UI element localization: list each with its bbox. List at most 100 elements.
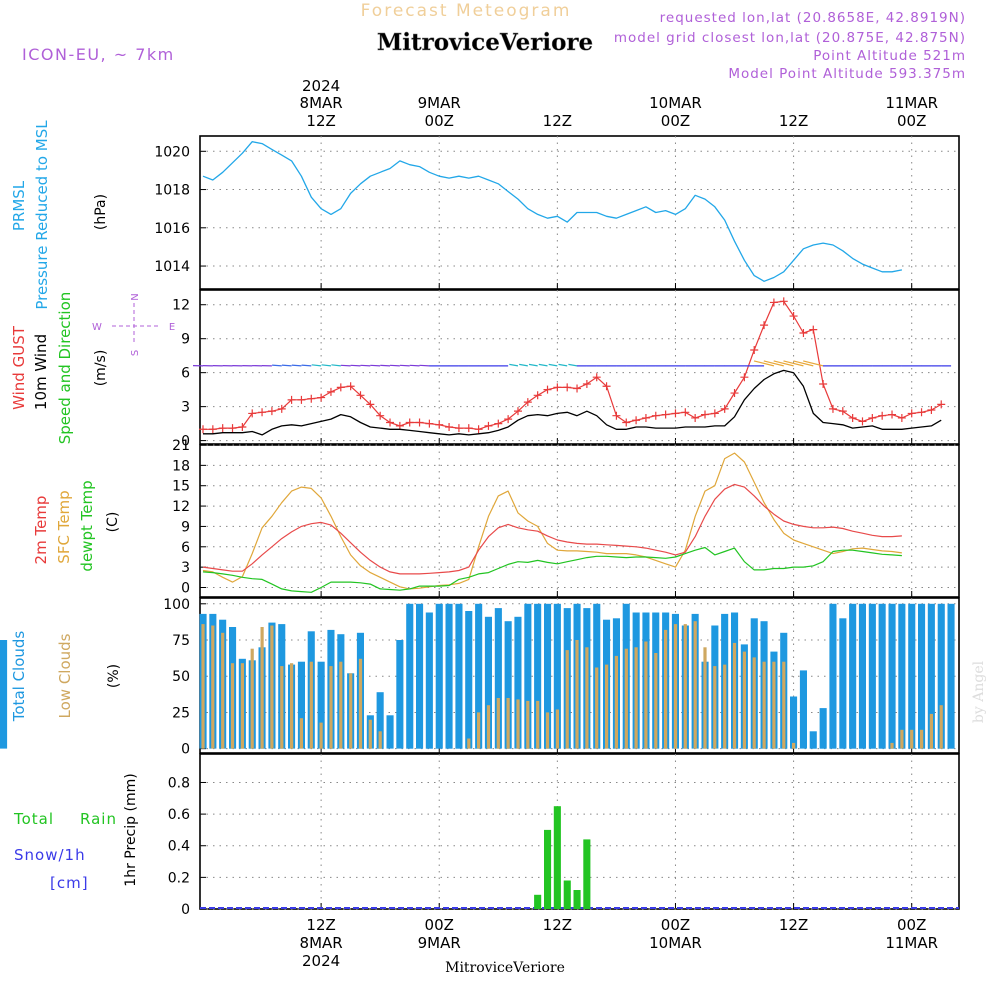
total-cloud-bar xyxy=(927,603,935,749)
precip-ytick-label: 0 xyxy=(181,902,190,918)
wind-label-gust: Wind GUST xyxy=(10,325,28,410)
gust-marker xyxy=(750,346,759,355)
wind-ytick-label: 9 xyxy=(181,332,190,348)
total-cloud-bar xyxy=(445,603,453,749)
wind-arrow xyxy=(783,360,804,367)
clouds-label-total: Total Clouds xyxy=(10,631,28,723)
wind-arrow xyxy=(509,363,519,367)
bottom-time-label: 2024 xyxy=(302,952,340,970)
low-cloud-bar xyxy=(929,713,933,749)
wind-arrow xyxy=(321,364,332,367)
gust-marker xyxy=(632,416,641,425)
gust-marker xyxy=(819,379,828,388)
gust-marker xyxy=(848,413,857,422)
temp-unit: (C) xyxy=(105,512,121,533)
wind-arrow xyxy=(803,360,824,367)
low-cloud-bar xyxy=(201,624,205,749)
low-cloud-bar xyxy=(349,673,353,749)
temp-label-dewpt: dewpt Temp xyxy=(78,480,96,571)
wind-arrow xyxy=(370,364,381,367)
total-cloud-bar xyxy=(425,612,433,749)
total-cloud-bar xyxy=(849,603,857,749)
gust-marker xyxy=(710,409,719,418)
low-cloud-bar xyxy=(664,629,668,749)
low-cloud-bar xyxy=(280,666,284,749)
gust-marker xyxy=(701,410,709,419)
wind-arrow xyxy=(301,364,312,367)
low-cloud-bar xyxy=(624,648,628,749)
compass-s: S xyxy=(130,350,141,356)
gust-marker xyxy=(277,404,286,413)
bottom-time-label: 12Z xyxy=(306,916,335,934)
pressure-label-prmsl: PRMSL xyxy=(10,180,28,231)
gust-marker xyxy=(445,423,454,432)
temp-ytick-label: 9 xyxy=(181,519,190,535)
total-cloud-bar xyxy=(809,731,817,749)
low-cloud-bar xyxy=(920,729,924,749)
gust-marker xyxy=(681,408,690,417)
low-cloud-bar xyxy=(221,632,225,749)
low-cloud-bar xyxy=(250,648,254,749)
low-cloud-bar xyxy=(477,712,481,749)
wind-arrow xyxy=(548,363,558,367)
wind-arrow xyxy=(350,364,361,367)
wind-arrow xyxy=(380,364,391,367)
precip-unit: 1hr Precip (mm) xyxy=(123,773,139,886)
gust-marker xyxy=(523,398,532,407)
temp-ytick-label: 3 xyxy=(181,560,190,576)
low-cloud-bar xyxy=(683,624,687,749)
low-cloud-bar xyxy=(585,647,589,749)
low-cloud-bar xyxy=(309,661,313,749)
pressure-ytick-label: 1016 xyxy=(154,221,190,237)
compass-rose: N S W E xyxy=(92,293,175,356)
gust-marker xyxy=(228,424,237,433)
low-cloud-bar xyxy=(792,742,796,749)
gust-marker xyxy=(779,297,788,306)
low-cloud-bar xyxy=(467,738,471,749)
wind-frame xyxy=(199,289,960,445)
low-cloud-bar xyxy=(270,625,274,749)
wind-arrow xyxy=(763,360,784,367)
precip-label-snow: Snow/1h xyxy=(14,846,86,864)
wind-arrow xyxy=(360,364,371,367)
gust-marker xyxy=(622,418,631,427)
model-label: ICON-EU, ~ 7km xyxy=(22,45,175,64)
total-cloud-bar xyxy=(376,692,384,749)
total-cloud-bar xyxy=(878,603,886,749)
clouds-ytick-label: 50 xyxy=(172,669,190,685)
wind-labels: Wind GUST 10m Wind Speed and Direction (… xyxy=(10,292,175,445)
top-time-label: 12Z xyxy=(543,112,572,130)
gust-marker xyxy=(553,383,562,392)
closest-coords: model grid closest lon,lat (20.875E, 42.… xyxy=(614,30,966,46)
total-cloud-bar xyxy=(297,661,305,749)
low-cloud-bar xyxy=(299,718,303,749)
wind-arrow xyxy=(399,364,410,367)
gust-marker xyxy=(199,425,207,434)
gust-marker xyxy=(356,391,365,400)
wind-label-speed-dir: Speed and Direction xyxy=(56,292,74,445)
low-cloud-bar xyxy=(230,663,235,749)
gust-marker xyxy=(809,325,818,334)
gust-marker xyxy=(218,424,227,433)
clouds-label-low: Low Clouds xyxy=(56,633,74,718)
low-cloud-bar xyxy=(644,641,648,749)
gust-marker xyxy=(405,418,414,427)
pressure-ytick-label: 1014 xyxy=(154,259,190,275)
low-cloud-bar xyxy=(496,698,500,749)
gust-marker xyxy=(917,408,926,417)
total-cloud-bar xyxy=(504,621,512,749)
gust-marker xyxy=(317,393,326,402)
gust-marker xyxy=(789,312,798,321)
pressure-labels: PRMSL Pressure Reduced to MSL (hPa) xyxy=(10,120,109,310)
gust-marker xyxy=(661,410,670,419)
gust-marker xyxy=(641,413,650,422)
low-cloud-bar xyxy=(782,661,786,749)
low-cloud-bar xyxy=(654,653,658,749)
total-cloud-bar xyxy=(888,603,896,749)
temp-ytick-label: 21 xyxy=(172,438,190,454)
total-cloud-bar xyxy=(839,618,847,749)
low-cloud-bar xyxy=(555,709,559,749)
low-cloud-bar xyxy=(565,650,569,749)
wind-arrow xyxy=(528,363,538,367)
low-cloud-bar xyxy=(575,640,579,749)
